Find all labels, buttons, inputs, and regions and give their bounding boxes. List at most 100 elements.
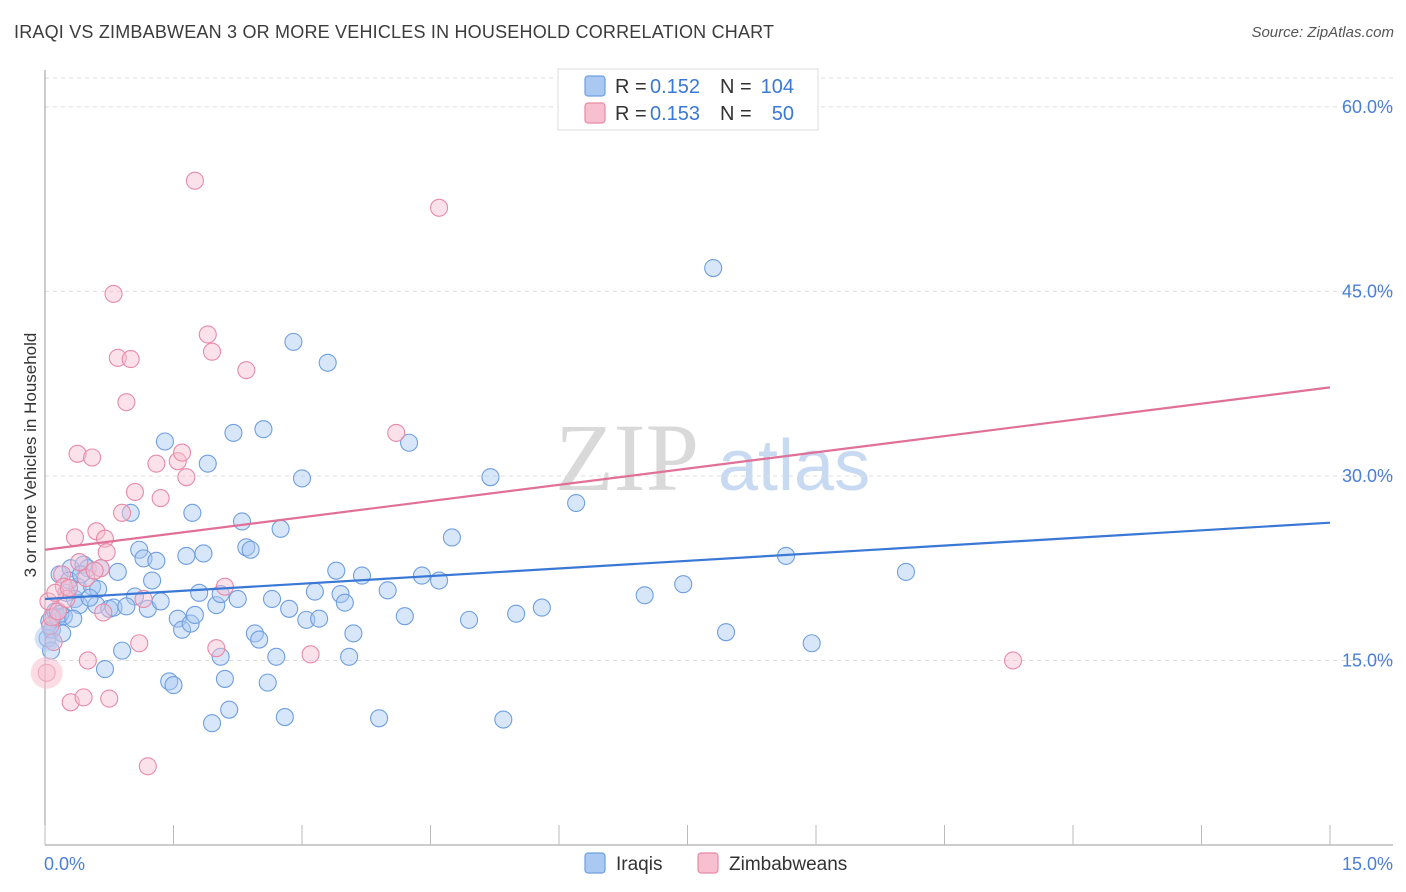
data-points bbox=[30, 171, 1023, 776]
trend-line-zimbabweans bbox=[44, 386, 1331, 551]
point-zimbabweans-21 bbox=[108, 348, 127, 367]
point-zimbabweans-42 bbox=[430, 198, 449, 217]
point-zimbabweans-32 bbox=[173, 443, 192, 462]
point-zimbabweans-13 bbox=[74, 688, 93, 707]
point-iraqis-80 bbox=[532, 598, 551, 617]
point-iraqis-67 bbox=[335, 593, 354, 612]
point-iraqis-54 bbox=[254, 420, 273, 439]
point-zimbabweans-37 bbox=[207, 639, 226, 658]
point-iraqis-82 bbox=[635, 586, 654, 605]
point-zimbabweans-25 bbox=[125, 482, 144, 501]
point-iraqis-96 bbox=[185, 605, 204, 625]
point-zimbabweans-29 bbox=[147, 454, 166, 473]
point-iraqis-70 bbox=[370, 709, 389, 728]
point-zimbabweans-34 bbox=[185, 171, 204, 190]
point-iraqis-39 bbox=[190, 583, 209, 602]
point-zimbabweans-26 bbox=[130, 634, 149, 653]
trend-line-iraqis bbox=[44, 521, 1331, 601]
point-iraqis-23 bbox=[113, 641, 132, 660]
point-iraqis-33 bbox=[164, 676, 183, 695]
point-iraqis-76 bbox=[459, 610, 479, 629]
point-zimbabweans-40 bbox=[301, 645, 320, 664]
point-zimbabweans-19 bbox=[100, 689, 119, 708]
bottom-legend-label-iraqis: Iraqis bbox=[616, 854, 662, 875]
y-axis-label: 3 or more Vehicles in Household bbox=[21, 333, 40, 578]
point-iraqis-88 bbox=[896, 562, 916, 581]
point-zimbabweans-10 bbox=[65, 528, 85, 547]
point-iraqis-26 bbox=[130, 540, 149, 559]
point-iraqis-78 bbox=[494, 710, 513, 729]
bottom-legend-label-zimbabweans: Zimbabweans bbox=[729, 854, 847, 875]
point-iraqis-69 bbox=[344, 624, 363, 643]
legend-r-label-iraqis: R = bbox=[615, 76, 647, 98]
point-iraqis-99 bbox=[305, 582, 324, 601]
point-zimbabweans-20 bbox=[104, 284, 123, 303]
point-zimbabweans-33 bbox=[177, 468, 196, 487]
point-zimbabweans-11 bbox=[68, 444, 87, 463]
y-tick-label-15: 15.0% bbox=[1342, 650, 1393, 670]
bottom-legend-swatch-zimbabweans bbox=[697, 852, 719, 874]
point-zimbabweans-12 bbox=[70, 553, 89, 572]
x-tick-label-min: 0.0% bbox=[44, 854, 85, 874]
point-zimbabweans-31 bbox=[168, 452, 187, 471]
point-iraqis-45 bbox=[215, 669, 234, 688]
watermark-atlas: atlas bbox=[718, 426, 870, 506]
point-iraqis-79 bbox=[507, 604, 526, 623]
point-iraqis-51 bbox=[241, 540, 260, 559]
legend-n-label-iraqis: N = bbox=[720, 76, 752, 98]
point-iraqis-65 bbox=[327, 561, 346, 580]
point-iraqis-19 bbox=[95, 660, 115, 679]
point-iraqis-42 bbox=[203, 714, 222, 733]
point-iraqis-29 bbox=[143, 571, 162, 590]
point-iraqis-43 bbox=[207, 596, 226, 615]
point-iraqis-55 bbox=[258, 673, 277, 692]
point-zimbabweans-45 bbox=[59, 578, 79, 597]
point-iraqis-72 bbox=[400, 433, 419, 452]
point-iraqis-41 bbox=[198, 454, 217, 473]
y-tick-label-60: 60.0% bbox=[1342, 97, 1393, 117]
point-iraqis-61 bbox=[292, 469, 312, 488]
point-iraqis-60 bbox=[284, 332, 303, 351]
x-tick-label-max: 15.0% bbox=[1342, 854, 1393, 874]
point-iraqis-cluster bbox=[34, 625, 61, 652]
point-iraqis-58 bbox=[271, 519, 290, 538]
point-iraqis-30 bbox=[147, 551, 166, 570]
point-zimbabweans-15 bbox=[83, 448, 102, 467]
point-iraqis-53 bbox=[250, 630, 269, 649]
watermark-zip: ZIP bbox=[555, 404, 699, 511]
point-iraqis-77 bbox=[481, 468, 500, 487]
point-zimbabweans-35 bbox=[198, 325, 217, 344]
x-ticks bbox=[44, 825, 1331, 845]
point-iraqis-62 bbox=[297, 610, 316, 629]
point-iraqis-36 bbox=[177, 546, 196, 565]
point-zimbabweans-5 bbox=[48, 602, 67, 621]
point-zimbabweans-43 bbox=[1003, 651, 1023, 670]
point-zimbabweans-24 bbox=[121, 350, 140, 369]
y-tick-label-30: 30.0% bbox=[1342, 466, 1393, 486]
point-iraqis-63 bbox=[310, 609, 329, 628]
point-iraqis-46 bbox=[220, 700, 239, 719]
point-iraqis-95 bbox=[151, 592, 170, 611]
y-tick-label-45: 45.0% bbox=[1342, 281, 1393, 301]
legend-r-value-iraqis: 0.152 bbox=[650, 76, 700, 98]
legend-r-label-zimbabweans: R = bbox=[615, 103, 647, 125]
bottom-legend-swatch-iraqis bbox=[584, 852, 606, 874]
point-iraqis-85 bbox=[716, 623, 736, 642]
trend-lines bbox=[44, 386, 1331, 601]
legend-swatch-zimbabweans bbox=[584, 102, 606, 124]
y-tick-labels: 15.0% 30.0% 45.0% 60.0% bbox=[1342, 97, 1393, 671]
point-iraqis-94 bbox=[117, 597, 136, 616]
point-iraqis-87 bbox=[802, 634, 821, 653]
point-iraqis-21 bbox=[104, 598, 123, 617]
point-iraqis-47 bbox=[224, 423, 243, 442]
point-iraqis-22 bbox=[108, 562, 127, 581]
point-iraqis-71 bbox=[395, 607, 414, 626]
chart-title: IRAQI VS ZIMBABWEAN 3 OR MORE VEHICLES I… bbox=[14, 22, 775, 42]
point-zimbabweans-23 bbox=[117, 393, 136, 412]
point-iraqis-49 bbox=[232, 512, 252, 531]
point-iraqis-57 bbox=[267, 647, 286, 666]
point-iraqis-48 bbox=[228, 589, 247, 609]
point-iraqis-31 bbox=[155, 432, 174, 451]
point-iraqis-64 bbox=[318, 353, 337, 372]
